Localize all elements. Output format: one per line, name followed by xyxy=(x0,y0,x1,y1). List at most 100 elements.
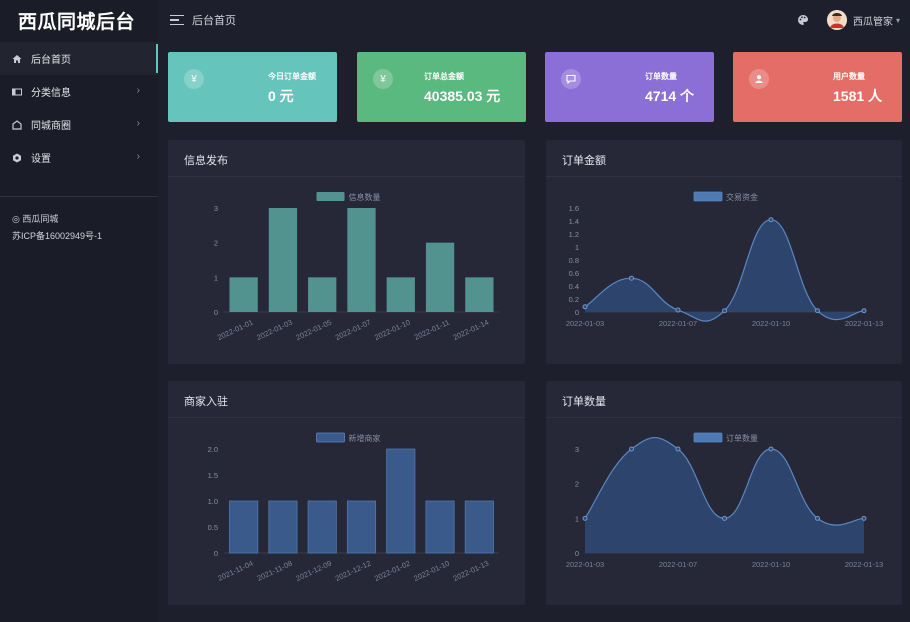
chart-order-count: 订单数量 0 1 2 3 2022-01-03 2022-01-07 2022-01-10 20… xyxy=(566,432,883,569)
caret-down-icon[interactable]: ▾ xyxy=(895,15,900,25)
bar xyxy=(229,277,258,312)
x-tick-label: 2022-01-13 xyxy=(452,559,491,583)
stat-value: 1581 人 xyxy=(833,88,883,104)
sidebar-item-store[interactable]: 同城商圈 › xyxy=(0,108,158,141)
sidebar: 西瓜同城后台 后台首页 分类信息 › 同城商圈 › 设置 xyxy=(0,0,158,622)
y-tick-label: 0.4 xyxy=(569,282,579,291)
y-tick-label: 0.6 xyxy=(569,269,579,278)
message-icon xyxy=(561,69,581,89)
chart-order-amount: 交易资金 0 0.2 0.4 0.6 0.8 1 1.2 1.4 1.6 2022-01-03 202… xyxy=(566,191,883,328)
menu-toggle-icon[interactable] xyxy=(170,14,184,26)
user-name[interactable]: 西瓜管家 xyxy=(852,16,893,28)
bar xyxy=(347,208,376,312)
area-fill xyxy=(585,219,864,322)
data-point xyxy=(722,308,727,314)
category-icon xyxy=(12,87,22,97)
chevron-right-icon: › xyxy=(136,118,140,129)
data-point xyxy=(815,308,820,314)
y-tick-label: 1 xyxy=(575,514,579,523)
y-tick-label: 0.2 xyxy=(569,295,579,304)
avatar[interactable] xyxy=(826,10,847,30)
y-tick-label: 3 xyxy=(575,445,579,454)
y-tick-label: 2 xyxy=(214,239,218,248)
footer-icp[interactable]: 苏ICP备16002949号-1 xyxy=(12,231,103,241)
sidebar-item-settings[interactable]: 设置 › xyxy=(0,141,158,174)
bar xyxy=(386,448,416,554)
x-tick-label: 2022-01-13 xyxy=(845,319,883,328)
y-tick-label: 0 xyxy=(575,549,579,558)
y-tick-label: 1.5 xyxy=(208,471,218,480)
y-tick-label: 1 xyxy=(575,243,579,252)
data-point xyxy=(675,307,681,313)
data-point xyxy=(722,515,727,521)
x-tick-label: 2021-11-04 xyxy=(216,559,254,583)
x-tick-label: 2022-01-03 xyxy=(566,560,604,569)
data-point xyxy=(582,304,588,310)
bar xyxy=(465,277,494,312)
data-point xyxy=(815,515,820,521)
sidebar-footer: ◎ 西瓜同城 苏ICP备16002949号-1 xyxy=(0,211,158,245)
stat-card-today-amount: ¥ 今日订单金额 0 元 xyxy=(168,52,337,122)
sidebar-item-label: 分类信息 xyxy=(31,88,71,99)
header-right: 西瓜管家 ▾ xyxy=(797,0,900,40)
brand-logo[interactable]: 西瓜同城后台 xyxy=(18,11,136,33)
x-tick-label: 2022-01-05 xyxy=(294,318,333,342)
x-tick-label: 2022-01-02 xyxy=(373,559,412,583)
data-point xyxy=(675,446,681,452)
sidebar-item-label: 同城商圈 xyxy=(31,121,71,132)
stat-value: 4714 个 xyxy=(645,88,695,104)
bar xyxy=(268,500,298,554)
y-tick-label: 2.0 xyxy=(208,445,218,454)
data-point xyxy=(582,515,588,521)
stat-label: 今日订单金额 xyxy=(268,72,316,81)
panel-merchant-join: 商家入驻 新增商家 0 0.5 1.0 1.5 2.0 2021-11-04 2021-11-… xyxy=(168,381,525,605)
sidebar-item-label: 后台首页 xyxy=(31,55,71,66)
stat-label: 用户数量 xyxy=(833,72,865,81)
x-tick-label: 2022-01-07 xyxy=(659,319,697,328)
bar xyxy=(229,500,259,554)
data-point xyxy=(768,217,774,223)
legend-label: 订单数量 xyxy=(726,433,758,443)
y-tick-label: 0 xyxy=(214,308,218,317)
stat-card-user-count: 用户数量 1581 人 xyxy=(733,52,902,122)
bar xyxy=(425,500,455,554)
panel-title: 商家入驻 xyxy=(184,396,228,408)
y-tick-label: 0 xyxy=(575,308,579,317)
bar xyxy=(308,277,337,312)
stat-value: 0 元 xyxy=(268,88,294,104)
chevron-right-icon: › xyxy=(136,85,140,96)
panel-info-publish: 信息发布 信息数量 0 1 2 3 2022-01-01 2022-01-03 2022-01… xyxy=(168,140,525,364)
panel-divider xyxy=(168,417,525,418)
page-title: 后台首页 xyxy=(192,15,236,27)
legend-label: 信息数量 xyxy=(349,192,381,202)
sidebar-item-label: 设置 xyxy=(31,154,51,165)
legend-swatch xyxy=(693,432,723,443)
top-header: 后台首页 西瓜管家 ▾ xyxy=(158,0,910,40)
chevron-right-icon: › xyxy=(136,151,140,162)
y-tick-label: 0.5 xyxy=(208,523,218,532)
data-point xyxy=(861,515,867,521)
panel-title: 订单数量 xyxy=(562,396,606,408)
panel-divider xyxy=(546,176,902,177)
sidebar-item-home[interactable]: 后台首页 xyxy=(0,42,158,75)
palette-icon[interactable] xyxy=(797,14,809,26)
x-tick-label: 2022-01-03 xyxy=(255,318,294,342)
panel-order-amount: 订单金额 交易资金 0 0.2 0.4 0.6 0.8 1 1.2 1.4 1.6 2022-01-… xyxy=(546,140,902,364)
stat-card-total-amount: ¥ 订单总金额 40385.03 元 xyxy=(357,52,526,122)
y-tick-label: 1.4 xyxy=(569,217,579,226)
stat-label: 订单总金额 xyxy=(424,72,464,81)
y-tick-label: 0.8 xyxy=(569,256,579,265)
y-tick-label: 1.0 xyxy=(208,497,218,506)
x-tick-label: 2022-01-10 xyxy=(752,319,790,328)
stat-label: 订单数量 xyxy=(645,72,677,81)
x-tick-label: 2021-12-12 xyxy=(334,559,373,583)
x-tick-label: 2022-01-10 xyxy=(412,559,451,583)
yen-icon: ¥ xyxy=(373,69,393,89)
legend-swatch xyxy=(316,432,345,443)
bar xyxy=(346,500,377,554)
sidebar-item-category[interactable]: 分类信息 › xyxy=(0,75,158,108)
stat-card-order-count: 订单数量 4714 个 xyxy=(545,52,714,122)
y-tick-label: 1 xyxy=(214,273,218,282)
yen-icon: ¥ xyxy=(184,69,204,89)
